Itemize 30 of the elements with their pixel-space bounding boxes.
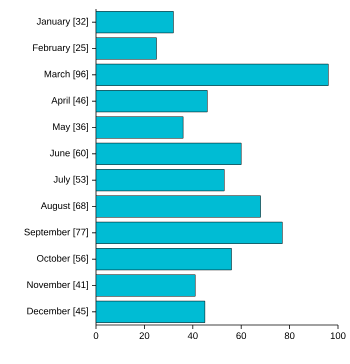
bar	[96, 274, 196, 297]
x-tick-label: 100	[330, 332, 346, 340]
x-tick-label: 80	[284, 332, 294, 340]
y-tick-label: March [96]	[44, 70, 88, 80]
y-tick-label: October [56]	[37, 254, 88, 264]
bar	[96, 11, 174, 34]
bar	[96, 37, 157, 60]
bar	[96, 169, 225, 192]
bar	[96, 64, 329, 86]
bar	[96, 222, 283, 244]
y-tick-label: November [41]	[27, 281, 88, 290]
x-tick-label: 0	[94, 332, 98, 340]
y-tick-label: August [68]	[40, 202, 88, 211]
bar	[96, 300, 206, 323]
bar	[96, 248, 232, 270]
bar	[96, 90, 208, 112]
y-tick-label: May [36]	[53, 123, 88, 132]
bar	[96, 195, 261, 218]
y-tick-label: September [77]	[24, 228, 88, 238]
y-tick-label: April [46]	[51, 96, 88, 106]
x-tick-label: 60	[236, 332, 246, 340]
y-tick-label: December [45]	[27, 307, 88, 316]
bar	[96, 116, 184, 139]
y-tick-label: January [32]	[36, 18, 88, 27]
x-tick-label: 20	[140, 332, 150, 340]
y-tick-label: June [60]	[50, 149, 88, 158]
y-tick-label: July [53]	[54, 176, 88, 185]
y-tick-label: February [25]	[33, 44, 88, 53]
x-tick-label: 40	[188, 332, 198, 340]
bar	[96, 142, 242, 165]
